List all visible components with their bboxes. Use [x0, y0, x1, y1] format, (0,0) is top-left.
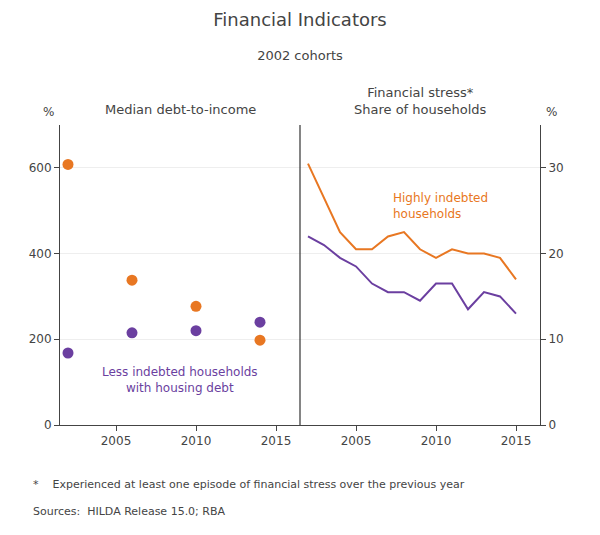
- svg-text:Sources: HILDA Release 15.0;: Sources: HILDA Release 15.0; RBA: [33, 505, 226, 518]
- svg-text:200: 200: [29, 332, 52, 346]
- svg-text:30: 30: [548, 161, 563, 175]
- svg-text:2002 cohorts: 2002 cohorts: [257, 48, 343, 63]
- svg-text:Financial Indicators: Financial Indicators: [213, 9, 386, 30]
- svg-text:2015: 2015: [501, 434, 532, 448]
- svg-text:400: 400: [29, 247, 52, 261]
- svg-text:600: 600: [29, 161, 52, 175]
- svg-text:20: 20: [548, 247, 563, 261]
- svg-text:2005: 2005: [341, 434, 372, 448]
- svg-text:%: %: [546, 105, 557, 119]
- svg-text:2010: 2010: [421, 434, 452, 448]
- svg-text:Highly indebtedhouseholds: Highly indebtedhouseholds: [393, 191, 488, 221]
- svg-text:0: 0: [548, 418, 556, 432]
- svg-text:* Experienced at least one: * Experienced at least one episode of fi…: [33, 478, 465, 491]
- svg-text:10: 10: [548, 332, 563, 346]
- svg-text:2015: 2015: [261, 434, 292, 448]
- svg-text:2010: 2010: [181, 434, 212, 448]
- svg-text:0: 0: [44, 418, 52, 432]
- svg-text:2005: 2005: [101, 434, 132, 448]
- svg-text:%: %: [43, 105, 54, 119]
- svg-text:Less indebted householdswith h: Less indebted householdswith housing deb…: [102, 365, 258, 395]
- svg-text:Median debt-to-income: Median debt-to-income: [105, 102, 256, 117]
- svg-text:Financial stress*Share of hous: Financial stress*Share of households: [354, 85, 487, 117]
